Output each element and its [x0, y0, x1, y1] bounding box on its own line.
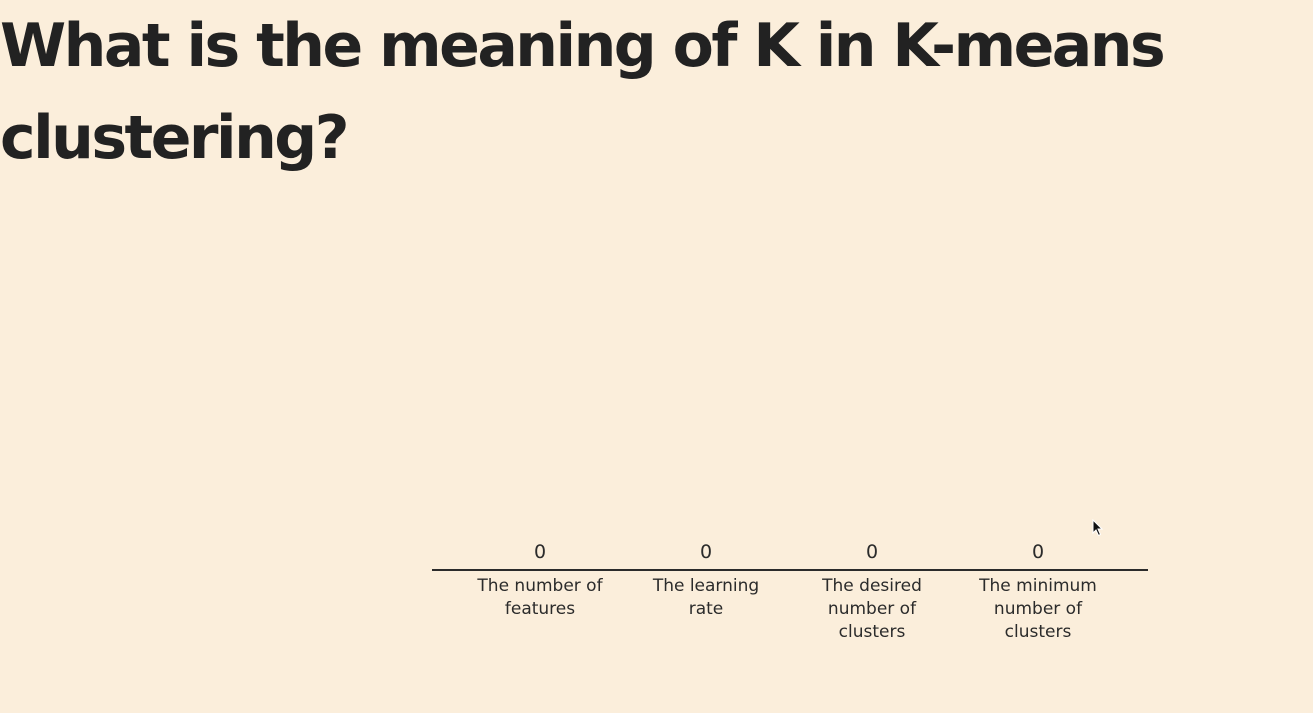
option-4-count: 0	[1031, 541, 1045, 563]
option-3-count: 0	[865, 541, 879, 563]
option-4-label: The minimum number of clusters	[979, 576, 1097, 642]
option-labels-row: The number of features The learning rate…	[432, 571, 1148, 644]
mouse-pointer-icon	[1092, 519, 1104, 537]
vote-counts-row: 0 0 0 0	[432, 538, 1148, 571]
option-2-count: 0	[699, 541, 713, 563]
option-1-count: 0	[533, 541, 547, 563]
poll-results: 0 0 0 0 The number of features The learn…	[432, 538, 1148, 678]
option-3-label: The desired number of clusters	[822, 576, 922, 642]
question-title: What is the meaning of K in K-means clus…	[0, 11, 1166, 173]
option-2-label: The learning rate	[652, 576, 760, 619]
option-1-label: The number of features	[477, 576, 603, 619]
